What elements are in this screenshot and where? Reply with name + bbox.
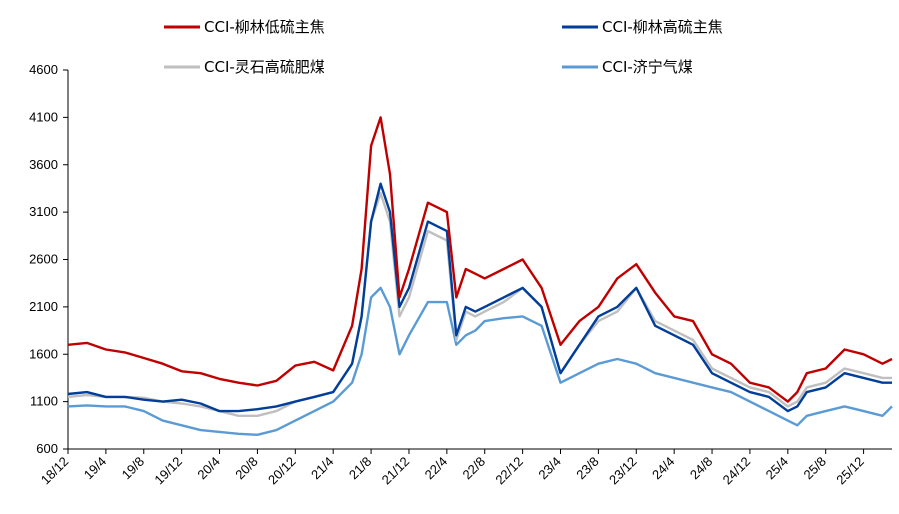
series-line-1 bbox=[67, 182, 892, 413]
x-tick-label: 19/12 bbox=[151, 454, 185, 488]
x-tick-label: 24/8 bbox=[687, 454, 716, 483]
x-axis: 18/12 19/4 19/8 19/12 20/4 20/8 20/12 21/4 21/8 2… bbox=[38, 448, 892, 488]
y-tick-label: 3100 bbox=[29, 204, 58, 219]
x-tick-label: 25/8 bbox=[801, 454, 830, 483]
y-tick-label: 1100 bbox=[30, 394, 58, 409]
x-tick-label: 23/8 bbox=[573, 454, 602, 483]
x-tick-label: 18/12 bbox=[38, 454, 72, 488]
y-tick-label: 600 bbox=[36, 441, 58, 456]
x-tick-label: 24/12 bbox=[720, 454, 754, 488]
chart-legend: CCI-柳林低硫主焦 CCI-柳林高硫主焦 CCI-灵石高硫肥煤 CCI-济宁气煤 bbox=[164, 18, 723, 76]
y-tick-label: 3600 bbox=[29, 157, 58, 172]
x-tick-label: 22/4 bbox=[422, 454, 451, 483]
y-tick-label: 4600 bbox=[29, 62, 58, 77]
x-tick-label: 20/4 bbox=[194, 454, 223, 483]
x-tick-label: 22/12 bbox=[492, 454, 526, 488]
x-tick-label: 20/12 bbox=[265, 454, 299, 488]
x-tick-label: 21/12 bbox=[379, 454, 413, 488]
y-tick-label: 2600 bbox=[29, 252, 58, 267]
legend-label-1: CCI-柳林高硫主焦 bbox=[602, 18, 723, 36]
x-tick-label: 20/8 bbox=[232, 454, 261, 483]
plot-area bbox=[67, 116, 893, 436]
y-tick-label: 4100 bbox=[29, 109, 58, 124]
x-tick-label: 21/8 bbox=[346, 454, 375, 483]
legend-label-3: CCI-济宁气煤 bbox=[602, 58, 693, 76]
series-line-2 bbox=[67, 192, 892, 417]
legend-label-0: CCI-柳林低硫主焦 bbox=[204, 18, 325, 36]
x-tick-label: 25/4 bbox=[763, 454, 792, 483]
x-tick-label: 21/4 bbox=[308, 454, 337, 483]
legend-label-2: CCI-灵石高硫肥煤 bbox=[204, 58, 325, 76]
x-tick-label: 19/4 bbox=[81, 454, 110, 483]
x-tick-label: 24/4 bbox=[649, 454, 678, 483]
x-tick-label: 23/12 bbox=[606, 454, 640, 488]
series-line-0 bbox=[67, 116, 893, 403]
x-tick-label: 19/8 bbox=[119, 454, 148, 483]
x-tick-label: 22/8 bbox=[460, 454, 489, 483]
y-tick-label: 2100 bbox=[29, 299, 58, 314]
y-axis: 600 1100 1600 2100 2600 3100 3600 4100 4600 bbox=[29, 62, 69, 456]
x-tick-label: 25/12 bbox=[833, 454, 867, 488]
y-tick-label: 1600 bbox=[29, 346, 58, 361]
x-tick-label: 23/4 bbox=[535, 454, 564, 483]
series-line-3 bbox=[67, 286, 893, 436]
